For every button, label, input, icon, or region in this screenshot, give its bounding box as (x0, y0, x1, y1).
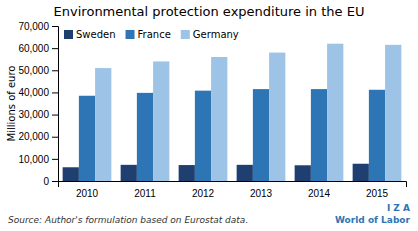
x-tick-label: 2015 (366, 188, 389, 199)
y-tick: 20,000 (18, 131, 58, 142)
y-axis-title: Millions of euro (6, 66, 17, 142)
legend-item: Germany (181, 29, 239, 40)
y-tick: 10,000 (18, 154, 58, 165)
bar (95, 68, 111, 181)
bar (63, 167, 79, 181)
logo-text: World of Labor (335, 215, 411, 225)
legend-label: Germany (193, 29, 239, 40)
y-tick-label: 20,000 (18, 131, 49, 142)
x-axis-line (59, 182, 407, 188)
x-tick: 2010 (76, 188, 99, 199)
bar (153, 61, 169, 181)
title: Environmental protection expenditure in … (54, 4, 365, 19)
y-tick: 0 (43, 176, 58, 187)
y-tick-mark (52, 181, 58, 182)
y-tick: 30,000 (18, 109, 58, 120)
y-tick-label: 60,000 (18, 43, 49, 54)
plot: 0 10,000 20,000 30,000 40,000 50,000 60,000 70,… (18, 21, 406, 199)
bar (179, 165, 195, 181)
legend-swatch (126, 30, 135, 39)
legend-label: Sweden (76, 29, 116, 40)
logo-text: I Z A (387, 203, 410, 213)
source-note: Source: Author's formulation based on Eu… (8, 215, 248, 225)
x-tick-label: 2010 (76, 188, 99, 199)
x-tick-label: 2012 (192, 188, 215, 199)
legend: Sweden France Germany (64, 29, 239, 40)
bar (295, 165, 311, 181)
bar (311, 89, 327, 181)
bar (121, 165, 137, 181)
bar (353, 164, 369, 181)
y-axis-line (52, 27, 59, 182)
bar (211, 57, 227, 181)
bar (253, 89, 269, 181)
bar (137, 93, 153, 181)
x-tick-label: 2011 (134, 188, 156, 199)
x-tick: 2012 (192, 188, 215, 199)
y-tick-label: 10,000 (18, 154, 49, 165)
bar (269, 53, 285, 181)
x-tick: 2015 (366, 188, 389, 199)
y-tick-label: 40,000 (18, 87, 49, 98)
bar (327, 44, 343, 181)
bars (63, 44, 402, 181)
x-tick: 2011 (134, 188, 156, 199)
x-tick-label: 2014 (308, 188, 331, 199)
y-axis: 0 10,000 20,000 30,000 40,000 50,000 60,000 70,… (18, 21, 58, 187)
legend-label: France (138, 29, 171, 40)
bar (385, 45, 401, 181)
y-tick: 60,000 (18, 43, 58, 54)
legend-swatch (64, 30, 73, 39)
legend-item: Sweden (64, 29, 116, 40)
chart: 0 10,000 20,000 30,000 40,000 50,000 60,000 70,… (0, 0, 418, 231)
bar (369, 90, 385, 181)
x-axis: 2010 2011 2012 2013 2014 2015 (59, 182, 407, 200)
bar (237, 165, 253, 181)
y-tick-mark (52, 48, 58, 49)
y-tick-mark (52, 159, 58, 160)
y-tick-mark (52, 26, 58, 27)
y-tick-label: 0 (43, 176, 49, 187)
x-tick: 2014 (308, 188, 331, 199)
y-tick-mark (52, 92, 58, 93)
legend-item: France (126, 29, 171, 40)
x-tick-label: 2013 (250, 188, 273, 199)
x-tick: 2013 (250, 188, 273, 199)
y-tick-label: 50,000 (18, 65, 49, 76)
y-tick-label: 30,000 (18, 109, 49, 120)
y-tick-mark (52, 137, 58, 138)
bar (79, 96, 95, 181)
y-tick-mark (52, 70, 58, 71)
y-tick-label: 70,000 (18, 21, 49, 32)
y-tick-mark (52, 115, 58, 116)
y-tick: 50,000 (18, 65, 58, 76)
bar-series (95, 44, 401, 181)
y-tick: 70,000 (18, 21, 58, 32)
y-tick: 40,000 (18, 87, 58, 98)
bar (195, 91, 211, 181)
legend-swatch (181, 30, 190, 39)
